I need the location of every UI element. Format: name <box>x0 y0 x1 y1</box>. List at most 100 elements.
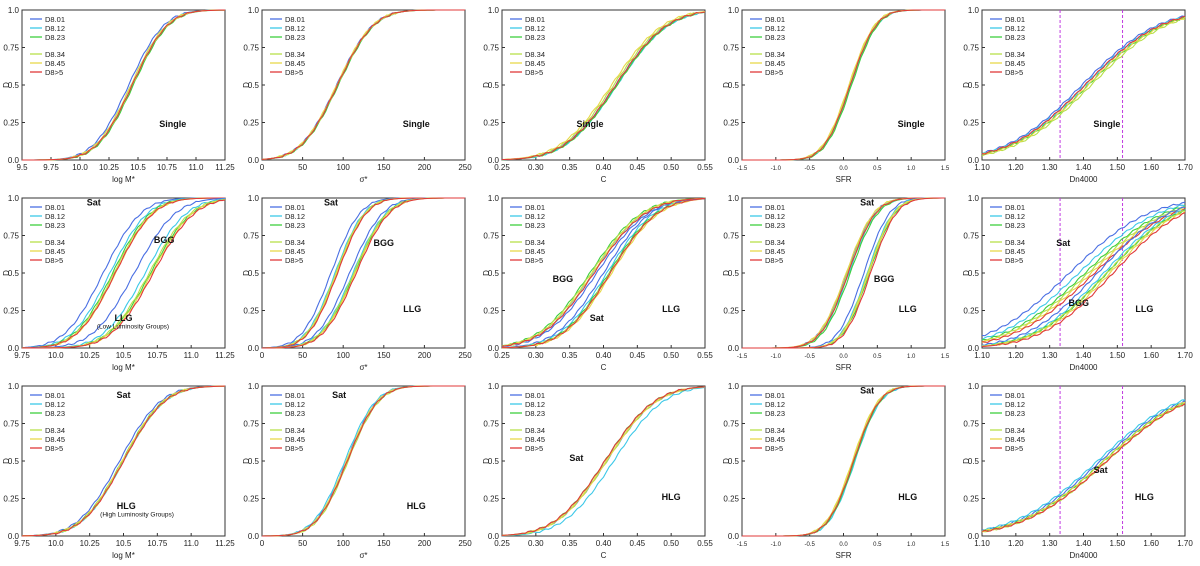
panel-annotation: Single <box>159 119 186 129</box>
y-tick-label: 0.5 <box>8 81 20 90</box>
legend-label: D8.45 <box>525 435 545 444</box>
x-tick-label: 1.40 <box>1076 163 1092 172</box>
series-line <box>981 204 1186 341</box>
y-tick-label: 0.75 <box>483 44 499 53</box>
y-tick-label: 0.0 <box>248 156 260 165</box>
series-line <box>981 15 1186 155</box>
panel-annotation: Sat <box>860 386 874 396</box>
legend-label: D8>5 <box>45 256 63 265</box>
chart-panel: 1.10 1.20 1.30 1.40 1.50 1.60 1.70 0.0 0.25 0.5 0.… <box>962 194 1193 372</box>
series-line <box>981 211 1186 347</box>
panel-annotation: Sat <box>116 390 130 400</box>
x-tick-label: 10.75 <box>157 163 178 172</box>
x-tick-label: 250 <box>458 539 472 548</box>
legend-label: D8>5 <box>285 256 303 265</box>
series-line <box>261 385 465 537</box>
plot-frame <box>501 385 706 537</box>
y-tick-label: 1.0 <box>488 6 500 15</box>
legend-label: D8.34 <box>45 426 65 435</box>
x-tick-label: 0.5 <box>873 354 882 360</box>
x-tick-label: 1.60 <box>1143 539 1159 548</box>
x-tick-label: 1.30 <box>1042 539 1058 548</box>
x-tick-label: 10.25 <box>80 351 101 360</box>
legend-label: D8.23 <box>285 409 305 418</box>
x-tick-label: 200 <box>418 163 432 172</box>
y-tick-label: 1.0 <box>248 382 260 391</box>
legend-label: D8.45 <box>285 435 305 444</box>
x-tick-label: 0.25 <box>494 539 510 548</box>
legend-label: D8>5 <box>765 68 783 77</box>
x-tick-label: 9.75 <box>14 539 30 548</box>
series-line <box>21 197 225 349</box>
x-tick-label: 10.75 <box>147 351 168 360</box>
y-tick-label: 0.75 <box>963 420 979 429</box>
legend-label: D8.12 <box>765 24 785 33</box>
x-axis-label: Dn4000 <box>1069 175 1098 184</box>
panel-annotation: LLG <box>662 304 680 314</box>
y-axis-label: D <box>482 270 491 276</box>
chart-panel: -1.5 -1.0 -0.5 0.0 0.5 1.0 1.5 0.0 0.25 0.5 0.75 1.… <box>722 382 950 560</box>
legend-label: D8.45 <box>525 247 545 256</box>
y-tick-label: 1.0 <box>728 6 740 15</box>
x-tick-label: 0.45 <box>630 351 646 360</box>
legend-label: D8>5 <box>1005 68 1023 77</box>
legend-label: D8.23 <box>1005 409 1025 418</box>
legend-label: D8.12 <box>525 400 545 409</box>
panel-annotation: Sat <box>332 390 346 400</box>
y-tick-label: 0.75 <box>723 232 739 241</box>
legend-label: D8.01 <box>45 203 65 212</box>
legend-label: D8.01 <box>285 203 305 212</box>
legend-label: D8.34 <box>525 238 545 247</box>
y-tick-label: 1.0 <box>248 6 260 15</box>
x-tick-label: 1.30 <box>1042 351 1058 360</box>
y-tick-label: 0.5 <box>488 269 500 278</box>
legend-label: D8.23 <box>45 409 65 418</box>
x-axis-label: σ* <box>359 175 367 184</box>
x-tick-label: 1.70 <box>1177 351 1193 360</box>
x-tick-label: 0.50 <box>663 163 679 172</box>
panel-annotation: HLG <box>898 492 917 502</box>
x-tick-label: 1.30 <box>1042 163 1058 172</box>
x-tick-label: 1.20 <box>1008 539 1024 548</box>
x-tick-label: 1.40 <box>1076 539 1092 548</box>
x-tick-label: 1.60 <box>1143 163 1159 172</box>
legend-label: D8.45 <box>45 435 65 444</box>
panel-annotation: Sat <box>590 313 604 323</box>
panel-annotation: LLG <box>115 313 133 323</box>
x-tick-label: 200 <box>418 351 432 360</box>
legend-label: D8.34 <box>285 426 305 435</box>
y-tick-label: 0.0 <box>728 344 740 353</box>
legend-label: D8.23 <box>525 409 545 418</box>
y-tick-label: 0.5 <box>248 269 260 278</box>
x-tick-label: 1.5 <box>941 166 950 172</box>
x-tick-label: -0.5 <box>804 354 815 360</box>
legend-label: D8>5 <box>45 68 63 77</box>
legend-label: D8.34 <box>1005 426 1025 435</box>
y-axis-label: D <box>2 458 11 464</box>
series-line <box>22 199 226 349</box>
legend-label: D8.12 <box>765 212 785 221</box>
y-tick-label: 0.75 <box>723 44 739 53</box>
x-tick-label: 0.25 <box>494 163 510 172</box>
legend-label: D8.45 <box>45 247 65 256</box>
x-tick-label: 0.40 <box>596 539 612 548</box>
series-line <box>742 9 945 161</box>
y-tick-label: 1.0 <box>968 382 980 391</box>
legend-label: D8.23 <box>45 33 65 42</box>
x-tick-label: 11.0 <box>184 351 200 360</box>
panel-annotation: Single <box>898 119 925 129</box>
legend-label: D8.01 <box>285 15 305 24</box>
legend-label: D8>5 <box>765 444 783 453</box>
x-tick-label: 1.50 <box>1110 351 1126 360</box>
legend-label: D8.45 <box>1005 435 1025 444</box>
legend-label: D8.01 <box>765 15 785 24</box>
y-tick-label: 0.0 <box>968 532 980 541</box>
x-tick-label: 1.10 <box>974 163 990 172</box>
chart-panel: 1.10 1.20 1.30 1.40 1.50 1.60 1.70 0.0 0.25 0.5 0.… <box>962 382 1193 560</box>
series-line <box>261 9 465 160</box>
x-tick-label: 10.25 <box>80 539 101 548</box>
x-tick-label: 0.40 <box>596 351 612 360</box>
x-tick-label: 0.0 <box>839 354 848 360</box>
x-tick-label: 0.35 <box>562 163 578 172</box>
x-tick-label: 0.45 <box>630 163 646 172</box>
